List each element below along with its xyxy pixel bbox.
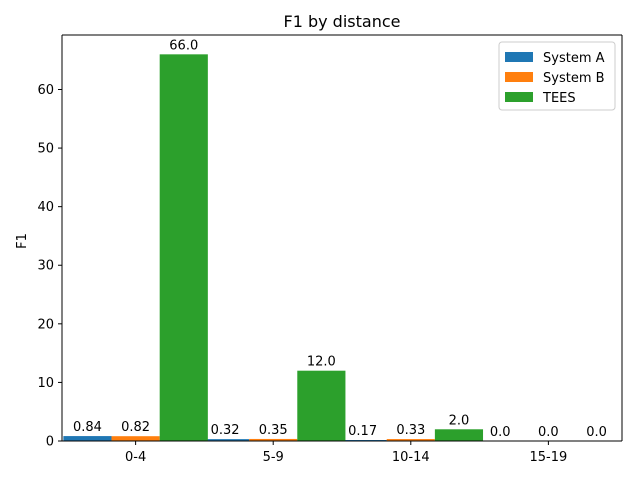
legend-label: System A [543, 51, 605, 66]
bar-system-b-5-9 [249, 438, 298, 441]
legend: System A System B TEES [498, 41, 616, 111]
legend-label: TEES [542, 91, 576, 106]
bar-tees-5-9 [297, 370, 346, 441]
legend-swatch [505, 52, 533, 62]
bar-system-b-10-14 [386, 439, 435, 441]
legend-label: System B [543, 71, 605, 86]
x-tick-label: 15-19 [529, 450, 567, 465]
y-tick-label: 30 [37, 259, 54, 274]
chart-title: F1 by distance [284, 12, 401, 31]
bar-value-label: 0.33 [396, 423, 425, 438]
bar-value-label: 66.0 [169, 38, 198, 53]
bar-value-label: 12.0 [307, 355, 336, 370]
x-tick-label: 5-9 [263, 450, 284, 465]
bar-tees-0-4 [159, 54, 208, 441]
bar-value-label: 0.82 [121, 420, 150, 435]
bar-value-label: 0.84 [73, 420, 102, 435]
bar-system-a-5-9 [200, 439, 250, 441]
bar-labels-group: 0.84 0.32 0.17 0.0 0.82 0.35 0.33 0.0 66.0 12.0 2.… [73, 38, 607, 440]
y-tick-label: 0 [46, 435, 54, 450]
bar-value-label: 0.0 [538, 425, 559, 440]
y-tick-label: 60 [37, 83, 54, 98]
legend-swatch [505, 92, 533, 102]
y-tick-label: 10 [37, 376, 54, 391]
bar-value-label: 0.0 [586, 425, 607, 440]
bar-value-label: 0.0 [490, 425, 511, 440]
bar-value-label: 2.0 [449, 413, 470, 428]
y-tick-label: 40 [37, 200, 54, 215]
bar-system-a-0-4 [63, 436, 112, 441]
bar-tees-10-14 [434, 429, 484, 441]
y-axis-label: F1 [15, 233, 30, 249]
axes-group: 0 10 20 30 40 50 60 0-4 5-9 10-14 15-19 [37, 34, 623, 465]
legend-swatch [505, 72, 533, 82]
y-tick-label: 20 [37, 317, 54, 332]
bars-group [63, 54, 484, 441]
x-tick-label: 0-4 [125, 450, 146, 465]
bar-value-label: 0.32 [211, 423, 240, 438]
x-tick-label: 10-14 [392, 450, 430, 465]
bar-value-label: 0.17 [348, 424, 377, 439]
bar-value-label: 0.35 [259, 423, 288, 438]
y-tick-label: 50 [37, 142, 54, 157]
bar-system-b-0-4 [111, 436, 160, 441]
